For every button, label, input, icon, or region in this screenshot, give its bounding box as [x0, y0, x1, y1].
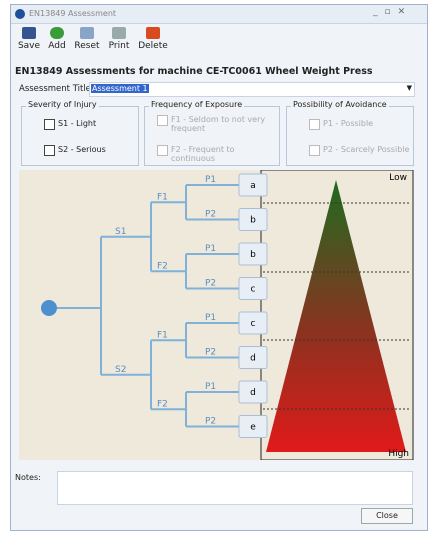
branch-label: P1: [205, 244, 216, 254]
dialog-window: EN13849 Assessment _▫✕ Save Add Reset Pr…: [10, 4, 428, 531]
notes-textbox[interactable]: [57, 471, 413, 505]
option[interactable]: F2 - Frequent to continuous: [157, 145, 279, 163]
result-label: d: [250, 388, 256, 398]
dropdown-arrow: ▼: [407, 84, 412, 92]
option[interactable]: S2 - Serious: [44, 145, 106, 156]
option-label: P1 - Possible: [323, 119, 373, 128]
title-bar: EN13849 Assessment _▫✕: [11, 5, 427, 24]
branch-label: F2: [157, 399, 168, 409]
option-label: F1 - Seldom to not very frequent: [171, 115, 267, 133]
scale-low: Low: [389, 173, 407, 183]
window-title: EN13849 Assessment: [29, 9, 116, 18]
avoidance-group: Possibility of Avoidance P1 - Possible P…: [286, 106, 414, 166]
branch-label: P1: [205, 382, 216, 392]
button-label: Save: [18, 41, 40, 51]
delete-button[interactable]: Delete: [137, 27, 169, 51]
branch-label: P2: [205, 210, 216, 220]
assessment-title-combo[interactable]: Assessment 1 ▼: [89, 82, 415, 97]
button-label: Reset: [74, 41, 99, 51]
group-title: Possibility of Avoidance: [291, 100, 389, 109]
option[interactable]: S1 - Light: [44, 119, 96, 130]
result-label: d: [250, 354, 256, 364]
branch-label: P2: [205, 417, 216, 427]
notes-label: Notes:: [15, 473, 41, 482]
option-label: S1 - Light: [58, 119, 96, 128]
option-label: S2 - Serious: [58, 145, 106, 154]
option[interactable]: P1 - Possible: [309, 119, 373, 130]
branch-label: F2: [157, 261, 168, 271]
assessment-value: Assessment 1: [91, 84, 149, 93]
option[interactable]: F1 - Seldom to not very frequent: [157, 115, 267, 133]
assessment-label: Assessment Title:: [19, 84, 94, 94]
tree-background: [19, 170, 261, 460]
button-label: Add: [48, 41, 65, 51]
root-node: [41, 300, 57, 316]
app-icon: [15, 9, 25, 19]
result-label: c: [251, 285, 256, 295]
page: EN13849 Assessment _▫✕ Save Add Reset Pr…: [0, 0, 438, 535]
print-button[interactable]: Print: [103, 27, 135, 51]
branch-label: F1: [157, 192, 168, 202]
branch-label: S1: [115, 227, 126, 237]
risk-graph: Low High S1 S2 F1 F2 F1 F2 P1 a P2 b P1 b P2 c P1 c P2 d P…: [19, 170, 419, 460]
frequency-group: Frequency of Exposure F1 - Seldom to not…: [144, 106, 280, 166]
result-label: b: [250, 250, 256, 260]
branch-label: F1: [157, 330, 168, 340]
button-label: Delete: [138, 41, 168, 51]
option[interactable]: P2 - Scarcely Possible: [309, 145, 409, 156]
branch-label: S2: [115, 365, 126, 375]
reset-button[interactable]: Reset: [71, 27, 103, 51]
result-label: a: [250, 181, 256, 191]
option-label: P2 - Scarcely Possible: [323, 145, 409, 154]
heading: EN13849 Assessments for machine CE-TC006…: [15, 66, 373, 77]
group-title: Frequency of Exposure: [149, 100, 244, 109]
branch-label: P2: [205, 348, 216, 358]
branch-label: P2: [205, 279, 216, 289]
severity-group: Severity of Injury S1 - Light S2 - Serio…: [21, 106, 139, 166]
group-title: Severity of Injury: [26, 100, 99, 109]
branch-label: P1: [205, 313, 216, 323]
add-button[interactable]: Add: [41, 27, 73, 51]
window-controls[interactable]: _▫✕: [373, 7, 412, 17]
result-label: c: [251, 319, 256, 329]
button-label: Print: [109, 41, 130, 51]
close-button[interactable]: Close: [361, 508, 413, 524]
result-label: b: [250, 216, 256, 226]
result-label: e: [250, 423, 256, 433]
option-label: F2 - Frequent to continuous: [171, 145, 279, 163]
scale-high: High: [388, 449, 409, 459]
branch-label: P1: [205, 175, 216, 185]
